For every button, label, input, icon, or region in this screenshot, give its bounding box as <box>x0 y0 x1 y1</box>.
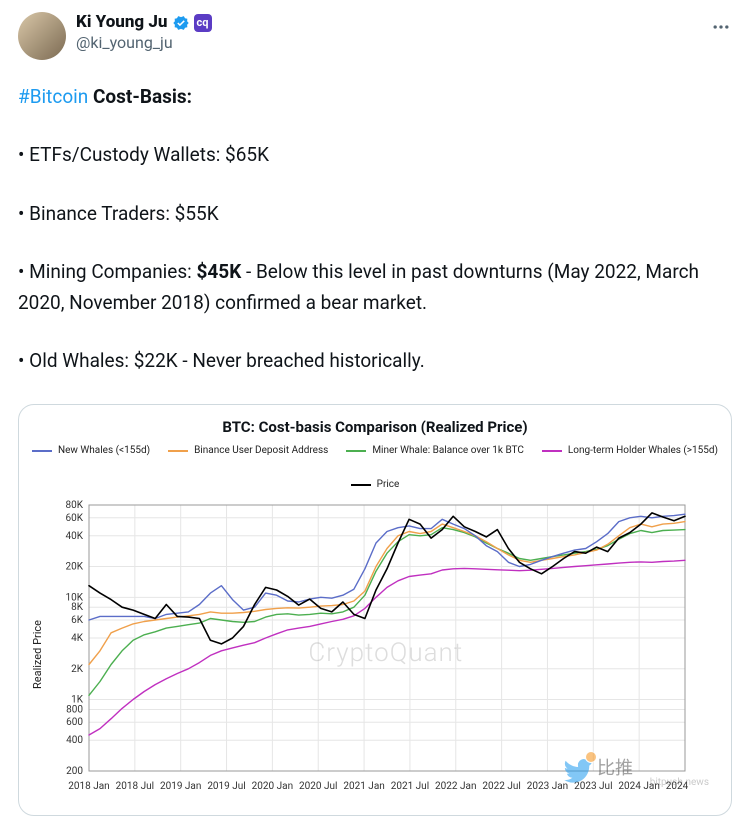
svg-text:4K: 4K <box>71 633 84 644</box>
svg-text:60K: 60K <box>65 513 83 524</box>
plot-wrap: Realized Price 200 400 600 8001K 2K 4K 6K8K10K… <box>27 499 723 808</box>
user-block: Ki Young Ju cq @ki_young_ju <box>76 12 212 53</box>
svg-text:2K: 2K <box>71 664 84 675</box>
user-handle[interactable]: @ki_young_ju <box>76 33 212 53</box>
chart-plot: 200 400 600 8001K 2K 4K 6K8K10K 20K 40K 60K 80K 201… <box>49 499 723 808</box>
chart-legend: New Whales (<155d) Binance User Deposit A… <box>27 443 723 493</box>
svg-text:400: 400 <box>66 736 83 747</box>
svg-text:2022 Jan: 2022 Jan <box>435 781 476 792</box>
legend-swatch <box>542 450 562 452</box>
headline: #Bitcoin Cost-Basis: <box>18 82 732 112</box>
bullet-3-bold: $45K <box>197 260 242 283</box>
svg-text:200: 200 <box>66 766 83 777</box>
legend-item: New Whales (<155d) <box>32 443 150 459</box>
headline-text: Cost-Basis: <box>88 85 192 108</box>
svg-text:2020 Jul: 2020 Jul <box>299 781 337 792</box>
svg-text:2020 Jan: 2020 Jan <box>251 781 292 792</box>
legend-item: Miner Whale: Balance over 1k BTC <box>346 443 524 459</box>
bullet-1: • ETFs/Custody Wallets: $65K <box>18 140 732 170</box>
svg-text:2023 Jan: 2023 Jan <box>526 781 567 792</box>
tweet-header: Ki Young Ju cq @ki_young_ju <box>18 12 732 60</box>
chart-title: BTC: Cost-basis Comparison (Realized Pri… <box>27 415 723 439</box>
svg-text:2019 Jul: 2019 Jul <box>207 781 245 792</box>
legend-label: Miner Whale: Balance over 1k BTC <box>372 443 524 459</box>
svg-text:2018 Jan: 2018 Jan <box>68 781 109 792</box>
bullet-3: • Mining Companies: $45K - Below this le… <box>18 257 732 318</box>
bullet-3-pre: • Mining Companies: <box>18 260 197 283</box>
svg-text:2021 Jan: 2021 Jan <box>343 781 384 792</box>
affiliate-badge-icon: cq <box>194 14 212 32</box>
legend-item: Long-term Holder Whales (>155d) <box>542 443 718 459</box>
legend-label: Price <box>377 477 400 493</box>
svg-text:2023 Jul: 2023 Jul <box>574 781 612 792</box>
legend-swatch <box>168 450 188 452</box>
svg-text:1K: 1K <box>71 695 84 706</box>
avatar[interactable] <box>18 12 66 60</box>
svg-text:6K: 6K <box>71 615 84 626</box>
svg-text:80K: 80K <box>65 500 83 511</box>
legend-label: New Whales (<155d) <box>58 443 150 459</box>
legend-swatch <box>346 450 366 452</box>
svg-text:600: 600 <box>66 718 83 729</box>
legend-swatch <box>32 450 52 452</box>
tweet-container: Ki Young Ju cq @ki_young_ju #Bitcoin Cos… <box>0 0 750 828</box>
svg-text:2022 Jul: 2022 Jul <box>482 781 520 792</box>
svg-text:2021 Jul: 2021 Jul <box>390 781 428 792</box>
more-icon <box>711 17 731 37</box>
svg-text:800: 800 <box>66 705 83 716</box>
legend-label: Long-term Holder Whales (>155d) <box>568 443 718 459</box>
svg-text:40K: 40K <box>65 531 83 542</box>
svg-text:8K: 8K <box>71 603 84 614</box>
name-row: Ki Young Ju cq <box>76 12 212 33</box>
hashtag-link[interactable]: #Bitcoin <box>18 85 88 108</box>
svg-text:2024 Jul: 2024 Jul <box>665 781 688 792</box>
y-axis-label: Realized Price <box>27 620 49 689</box>
bullet-2: • Binance Traders: $55K <box>18 199 732 229</box>
svg-text:2018 Jul: 2018 Jul <box>115 781 153 792</box>
svg-text:10K: 10K <box>65 593 83 604</box>
chart-svg: 200 400 600 8001K 2K 4K 6K8K10K 20K 40K 60K 80K 201… <box>49 499 689 799</box>
verified-icon <box>172 14 190 32</box>
svg-text:20K: 20K <box>65 562 83 573</box>
svg-text:2024 Jan: 2024 Jan <box>618 781 659 792</box>
svg-text:2019 Jan: 2019 Jan <box>160 781 201 792</box>
legend-item: Price <box>351 477 400 493</box>
display-name[interactable]: Ki Young Ju <box>76 12 168 33</box>
tweet-body: #Bitcoin Cost-Basis: • ETFs/Custody Wall… <box>18 82 732 816</box>
bullet-4: • Old Whales: $22K - Never breached hist… <box>18 346 732 376</box>
chart-card[interactable]: BTC: Cost-basis Comparison (Realized Pri… <box>18 404 732 815</box>
legend-swatch <box>351 484 371 486</box>
legend-item: Binance User Deposit Address <box>168 443 328 459</box>
more-button[interactable] <box>710 16 732 38</box>
legend-label: Binance User Deposit Address <box>194 443 328 459</box>
